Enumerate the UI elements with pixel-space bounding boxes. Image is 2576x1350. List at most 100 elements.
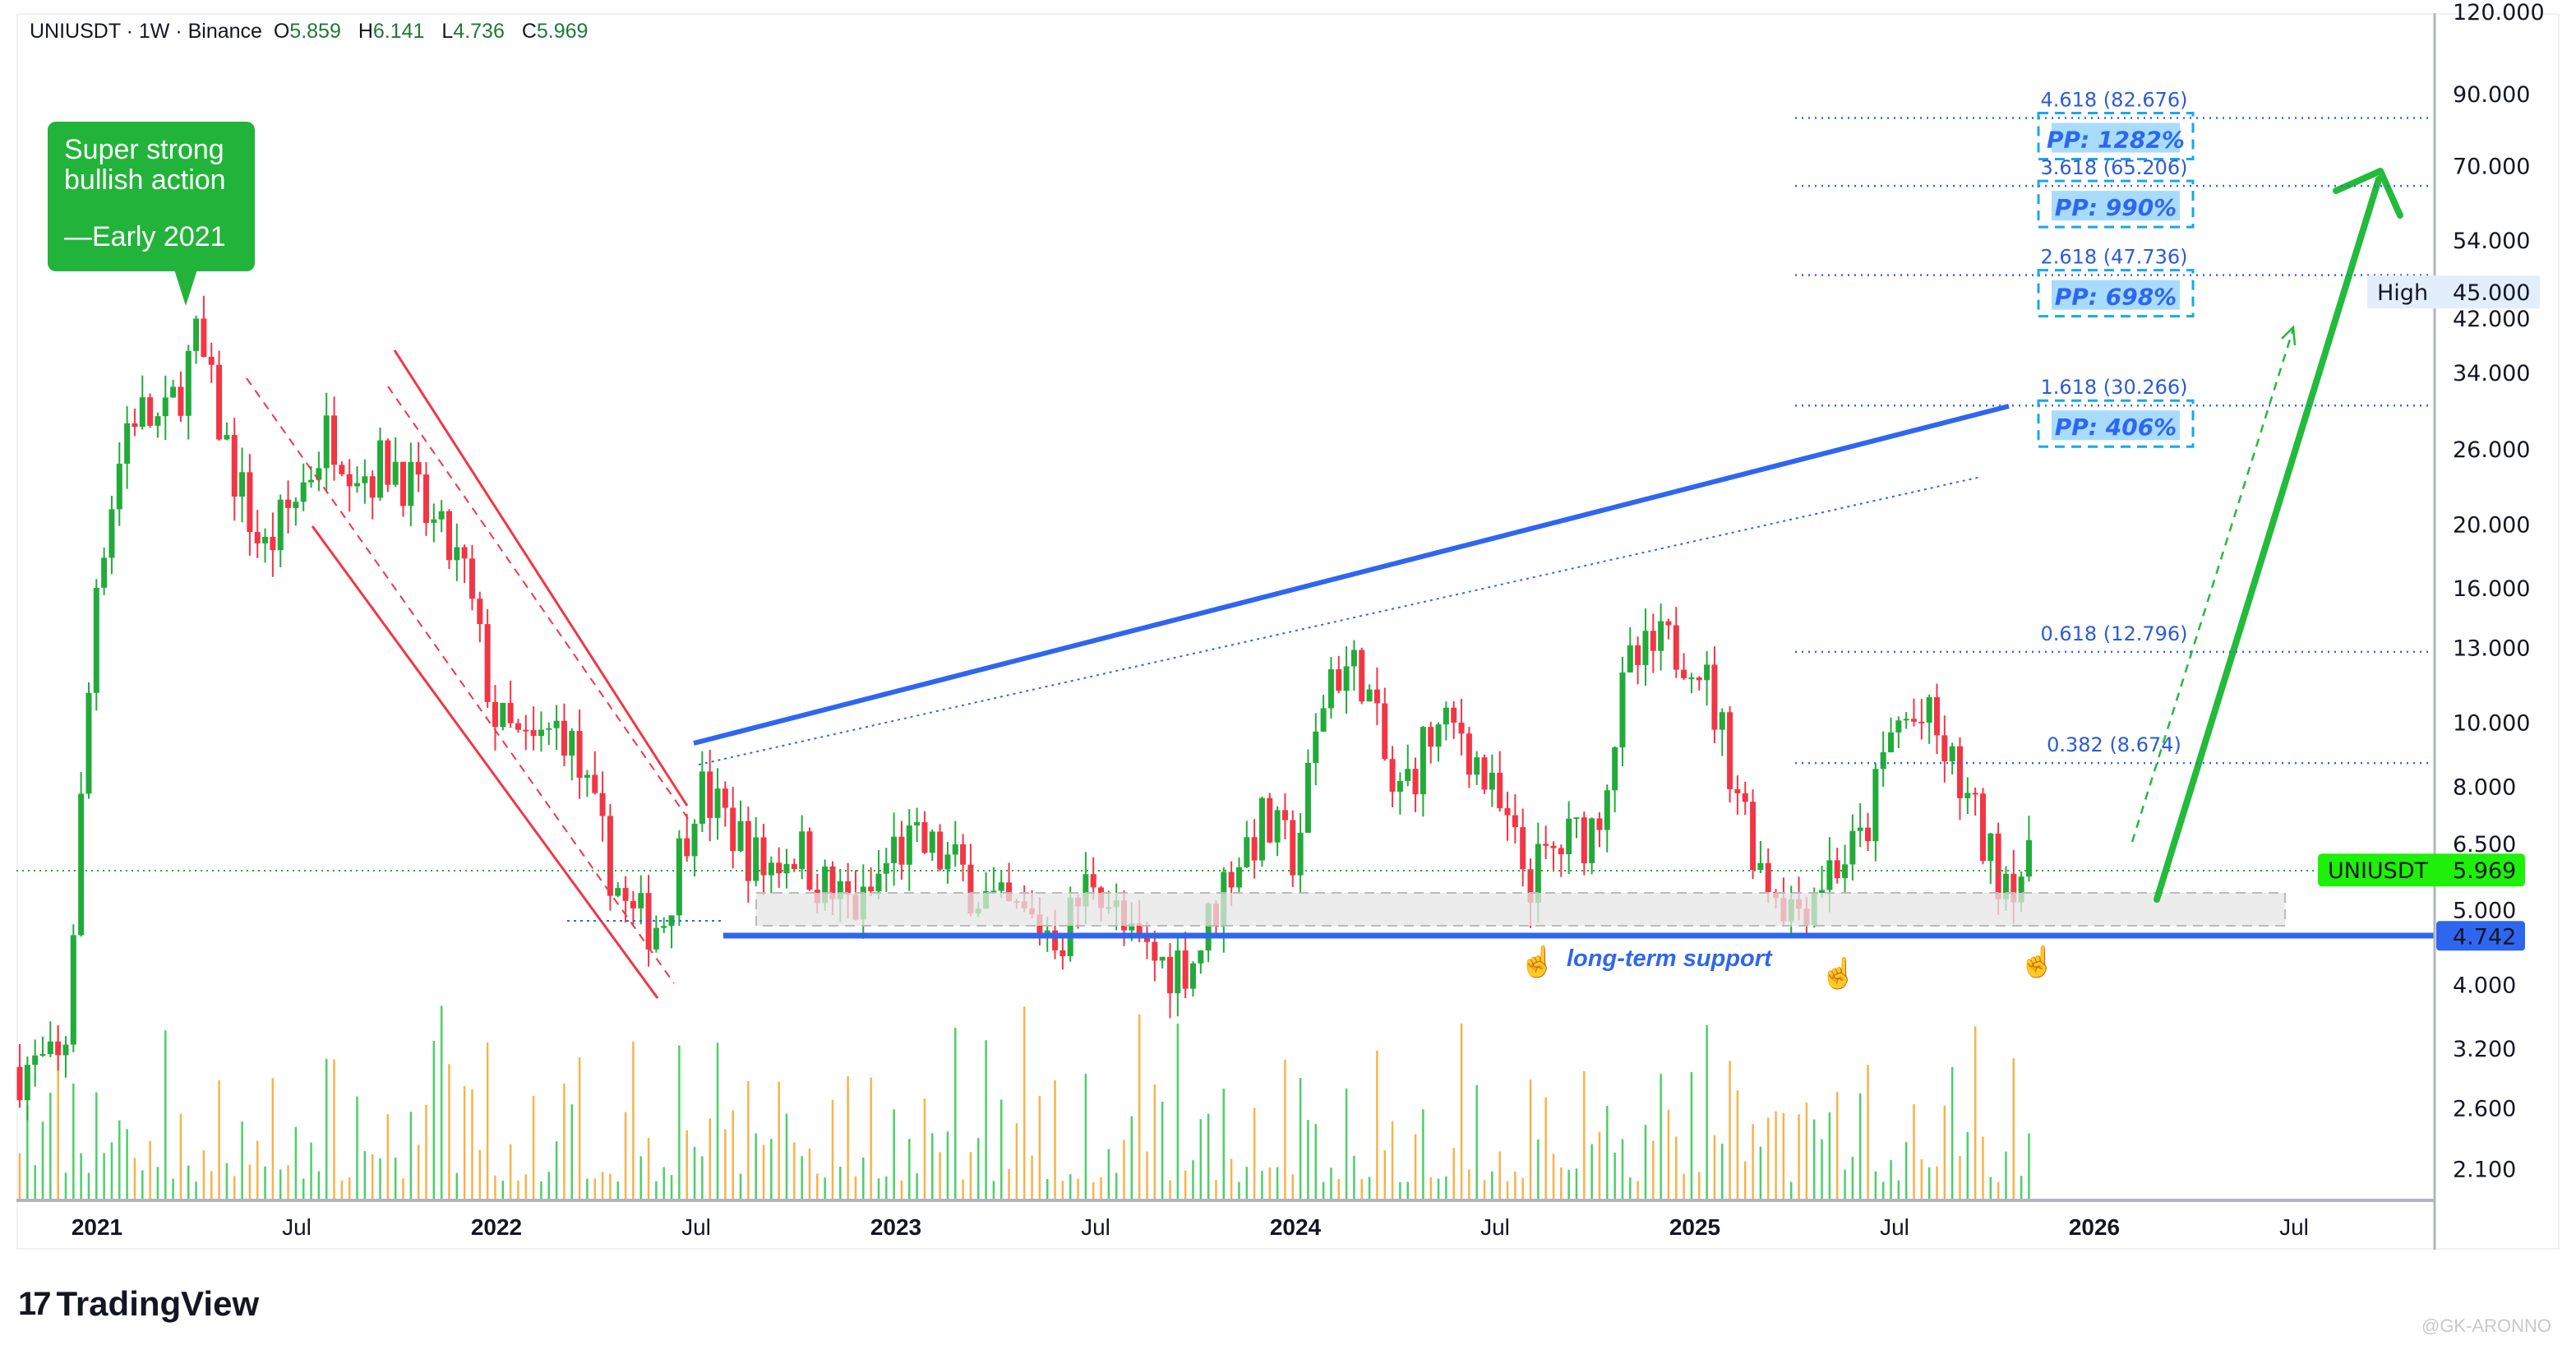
candle-body <box>960 844 967 865</box>
pp-highlight <box>2052 191 2180 221</box>
high-marker-label: High <box>2377 280 2428 306</box>
time-axis[interactable]: 2021 Jul 2022 Jul 2023 Jul 2024 Jul 2025 Jul 2026 J… <box>72 1214 2309 1240</box>
candle-body <box>730 807 736 852</box>
symbol-header[interactable]: UNIUSDT · 1W · Binance O5.859 H6.141 L4.… <box>30 20 599 44</box>
candle-body <box>1304 762 1311 833</box>
support-label: long-term support <box>1567 945 1772 972</box>
candle-body <box>668 915 675 927</box>
candle-body <box>1681 669 1687 678</box>
candle-body <box>1727 712 1733 789</box>
price-tick-label: 3.200 <box>2453 1037 2516 1062</box>
candle-body <box>1911 719 1918 722</box>
candle-body <box>806 831 813 890</box>
candle-body <box>1658 621 1664 651</box>
candle-body <box>883 862 889 874</box>
pp-label: PP: 406% <box>2055 414 2177 441</box>
candle-body <box>461 547 468 559</box>
fib-level-label: 1.618 (30.266) <box>2040 376 2187 399</box>
candle-body <box>445 511 452 561</box>
candle-body <box>776 862 782 874</box>
price-tick-label: 2.600 <box>2453 1096 2516 1121</box>
candle-body <box>178 386 184 416</box>
candle-body <box>546 728 552 730</box>
symbol-info: UNIUSDT · 1W · Binance <box>30 20 262 43</box>
candle-body <box>1589 818 1595 863</box>
candle-body <box>1619 672 1626 748</box>
price-tick-label: 34.000 <box>2453 361 2530 386</box>
candle-body <box>1819 890 1826 894</box>
candle-body <box>1543 844 1549 846</box>
candle-body <box>707 771 713 818</box>
candle-body <box>201 318 207 358</box>
candle-body <box>891 836 898 863</box>
candle-body <box>1826 860 1833 890</box>
candle-body <box>569 731 575 756</box>
candle-body <box>1512 815 1518 828</box>
open-value: 5.859 <box>289 20 341 43</box>
resistance-trendline-dotted <box>698 476 1982 765</box>
price-tick-label: 13.000 <box>2453 636 2530 661</box>
candle-body <box>362 476 368 483</box>
candle-body <box>155 416 161 426</box>
candle-body <box>868 886 875 892</box>
candle-body <box>422 474 429 523</box>
candle-body <box>1757 862 1764 870</box>
candle-body <box>254 532 261 543</box>
channel-line-lower <box>311 525 659 999</box>
candle-body <box>285 499 292 508</box>
tradingview-logo-icon: 17 <box>18 1285 51 1322</box>
candle-body <box>224 435 230 440</box>
candle-body <box>47 1041 53 1055</box>
candle-body <box>277 499 284 551</box>
channel-dashed-lower <box>246 377 675 984</box>
candle-body <box>369 476 376 498</box>
candle-body <box>722 788 728 808</box>
candle-body <box>1719 712 1725 730</box>
candle-body <box>1052 930 1059 950</box>
candle-body <box>32 1055 39 1066</box>
candle-body <box>316 468 322 480</box>
candle-body <box>1734 788 1741 793</box>
fib-extension: 4.618 (82.676) PP: 1282%3.618 (65.206) PP:… <box>1795 89 2433 765</box>
chart-frame <box>16 13 2560 1250</box>
candle-body <box>523 729 529 732</box>
candle-body <box>469 558 475 599</box>
resistance-trendline <box>693 404 2010 746</box>
candle-body <box>645 893 652 950</box>
candle-body <box>185 350 192 416</box>
tradingview-logo[interactable]: 17 TradingView <box>18 1284 259 1324</box>
candle-body <box>1964 793 1971 798</box>
candle-body <box>247 472 253 533</box>
price-axis[interactable]: 120.000 90.000 70.000 54.000 42.000 34.000 26.… <box>2453 0 2545 1183</box>
high-marker-bg <box>2367 275 2540 309</box>
candle-body <box>231 435 238 497</box>
candle-body <box>1182 950 1189 989</box>
candle-body <box>845 881 852 895</box>
candle-body <box>1466 733 1472 775</box>
support-price-value: 4.742 <box>2453 924 2516 950</box>
candle-body <box>1934 697 1940 736</box>
candle-body <box>1872 769 1879 842</box>
candle-body <box>1742 793 1748 802</box>
candle-body <box>1688 677 1695 680</box>
candle-body <box>714 788 721 818</box>
time-tick-label: 2025 <box>1669 1214 1720 1240</box>
candle-body <box>1527 869 1534 904</box>
candle-body <box>653 927 659 950</box>
candle-body <box>584 774 590 779</box>
price-tick-label: 42.000 <box>2453 307 2530 332</box>
candle-body <box>837 881 843 899</box>
candle-body <box>1918 721 1925 724</box>
candle-body <box>85 692 92 794</box>
candle-body <box>1297 832 1304 876</box>
candle-body <box>1274 810 1281 843</box>
candle-body <box>676 838 682 916</box>
candle-body <box>1443 707 1449 725</box>
last-price-value: 5.969 <box>2453 858 2516 884</box>
candle-body <box>1136 922 1143 936</box>
candle-body <box>339 465 345 474</box>
candle-body <box>139 397 145 428</box>
candle-body <box>944 854 951 870</box>
candle-body <box>300 482 307 502</box>
